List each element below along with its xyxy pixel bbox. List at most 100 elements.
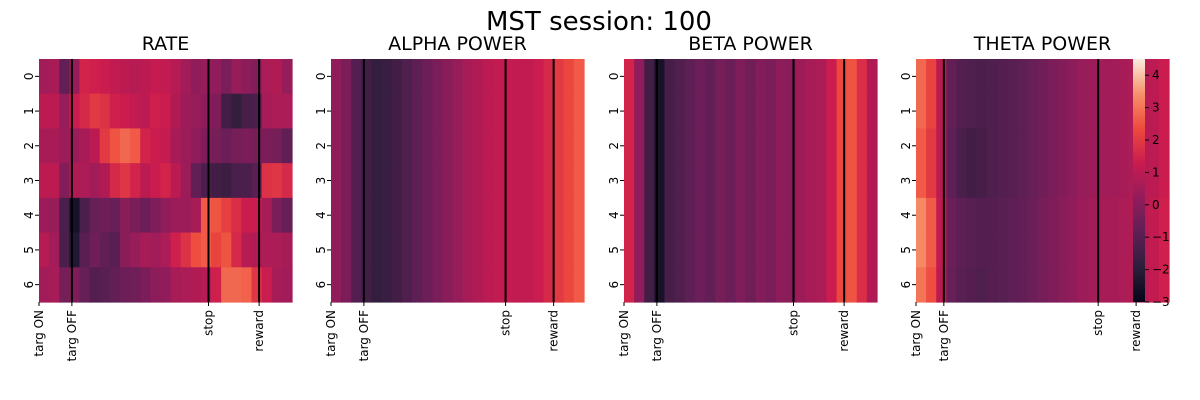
heatmap-cell [150, 163, 162, 199]
heatmap-cell [341, 163, 352, 199]
heatmap-cell [664, 93, 676, 130]
heatmap-cell [654, 232, 666, 268]
heatmap-cell [553, 267, 565, 303]
heatmap-cell [150, 232, 162, 268]
heatmap-cell [401, 163, 413, 199]
heatmap-cell [462, 59, 474, 95]
heatmap-cell [1098, 93, 1109, 130]
heatmap-cell [140, 93, 151, 130]
heatmap-cell [1017, 59, 1028, 95]
row-tick-label: 3 [22, 177, 36, 185]
heatmap-cell [1077, 267, 1089, 303]
heatmap-cell [533, 163, 545, 199]
heatmap-cell [89, 163, 101, 199]
heatmap-cell [694, 59, 706, 95]
heatmap-cell [341, 232, 352, 268]
heatmap-cell [866, 93, 878, 130]
heatmap-cell [966, 267, 978, 303]
heatmap-cell [381, 232, 393, 268]
heatmap-cell [371, 267, 383, 303]
heatmap-cell [211, 163, 222, 199]
heatmap-cell [1037, 267, 1049, 303]
heatmap-cell [401, 93, 413, 130]
x-tick-label: targ ON [324, 310, 338, 357]
heatmap-cell [211, 197, 222, 234]
heatmap-cell [563, 128, 575, 164]
heatmap-cell [806, 163, 817, 199]
heatmap-cell [745, 267, 757, 303]
heatmap-cell [816, 232, 827, 268]
heatmap-cell [89, 128, 101, 164]
panel-title: ALPHA POWER [388, 33, 527, 55]
heatmap-cell [190, 59, 202, 95]
heatmap-cell [704, 128, 716, 164]
heatmap-cell [785, 232, 797, 268]
heatmap-cell [160, 232, 172, 268]
heatmap-cell [130, 59, 141, 95]
heatmap-cell [160, 197, 172, 234]
heatmap-cell [725, 59, 736, 95]
heatmap-cell [704, 267, 716, 303]
heatmap-cell [432, 163, 443, 199]
heatmap-cell [996, 93, 1008, 130]
heatmap-cell [735, 128, 747, 164]
heatmap-cell [936, 59, 947, 95]
heatmap-cell [503, 128, 514, 164]
heatmap-cell [966, 163, 978, 199]
heatmap-cell [1027, 128, 1039, 164]
heatmap-cell [99, 232, 111, 268]
heatmap-cell [674, 128, 686, 164]
heatmap-cell [624, 128, 635, 164]
heatmap-cell [654, 93, 666, 130]
heatmap-cell [1047, 93, 1059, 130]
heatmap-cell [715, 197, 726, 234]
heatmap-cell [211, 232, 222, 268]
heatmap-cell [472, 163, 484, 199]
heatmap-cell [351, 93, 362, 130]
heatmap-cell [1067, 163, 1079, 199]
heatmap-cell [391, 267, 403, 303]
heatmap-cell [976, 59, 988, 95]
heatmap-cell [462, 163, 474, 199]
heatmap-cell [271, 128, 283, 164]
heatmap-cell [1037, 163, 1049, 199]
heatmap-cell [715, 267, 726, 303]
heatmap-cell [826, 93, 838, 130]
heatmap-cell [482, 267, 494, 303]
heatmap-cell [492, 59, 504, 95]
heatmap-cell [836, 232, 848, 268]
heatmap-cell [704, 232, 716, 268]
heatmap-cell [563, 93, 575, 130]
heatmap-cell [109, 163, 121, 199]
heatmap-cell [573, 128, 585, 164]
heatmap-cell [170, 59, 182, 95]
heatmap-cell [704, 59, 716, 95]
heatmap-cell [472, 93, 484, 130]
x-tick-label: stop [787, 310, 801, 336]
heatmap-cell [109, 197, 121, 234]
heatmap-cell [1088, 93, 1099, 130]
row-tick-label: 3 [607, 177, 621, 185]
heatmap-cell [79, 93, 91, 130]
heatmap-cell [79, 267, 91, 303]
heatmap-cell [936, 128, 947, 164]
heatmap-cell [411, 267, 423, 303]
heatmap-cell [765, 232, 777, 268]
heatmap-cell [1037, 197, 1049, 234]
heatmap-cell [180, 197, 192, 234]
heatmap-cell [331, 93, 342, 130]
heatmap-cell [1077, 59, 1089, 95]
heatmap-cell [956, 197, 968, 234]
heatmap-cell [351, 267, 362, 303]
heatmap-cell [49, 267, 60, 303]
heatmap-cell [39, 59, 50, 95]
heatmap-cell [1007, 93, 1018, 130]
heatmap-cell [442, 197, 454, 234]
heatmap-cell [381, 93, 393, 130]
heatmap-cell [826, 232, 838, 268]
row-tick-label: 3 [899, 177, 913, 185]
heatmap-cell [99, 267, 111, 303]
heatmap-cell [745, 232, 757, 268]
heatmap-cell [462, 197, 474, 234]
heatmap-cell [190, 128, 202, 164]
